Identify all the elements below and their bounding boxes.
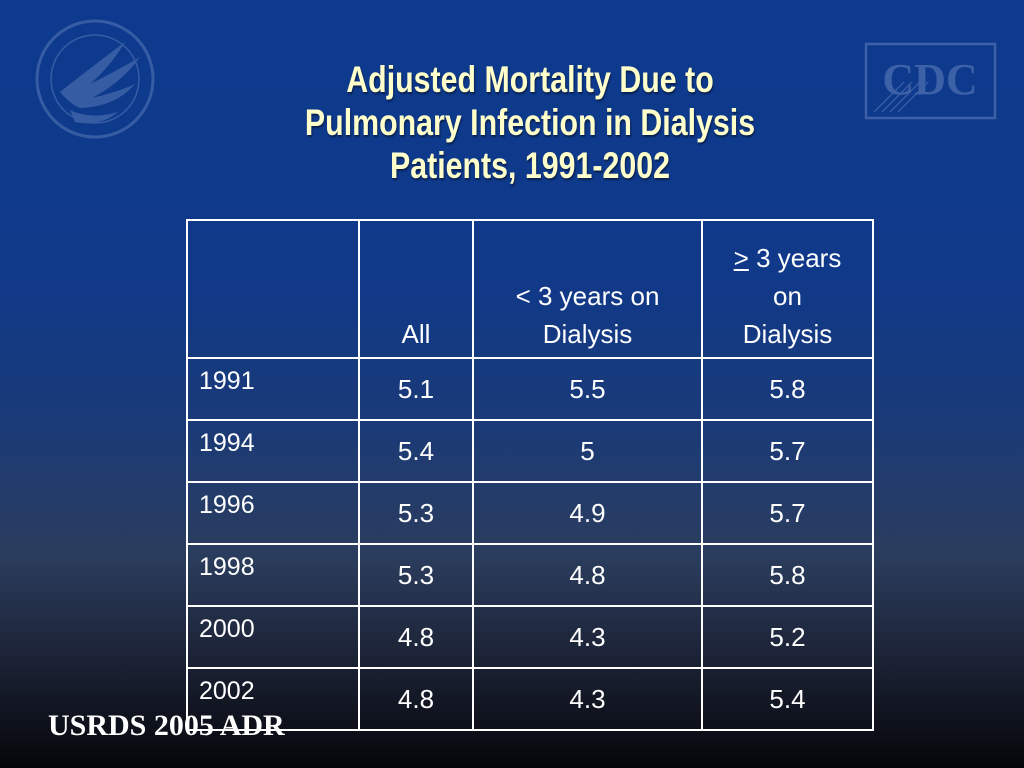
ge3-cell: 5.2 (701, 605, 874, 669)
table-row: 1996 5.3 4.9 5.7 (186, 481, 874, 545)
lt3-cell: 4.3 (472, 605, 703, 669)
all-cell: 5.3 (358, 543, 474, 607)
hhs-eagle-icon (35, 19, 155, 139)
year-cell: 2002 (186, 667, 360, 731)
year-cell: 1991 (186, 357, 360, 421)
source-citation: USRDS 2005 ADR (48, 709, 285, 742)
title-line-2: Pulmonary Infection in Dialysis (304, 102, 756, 143)
mortality-table: All < 3 years on Dialysis > 3 years on D… (186, 219, 874, 731)
ge3-cell: 5.7 (701, 419, 874, 483)
cdc-logo: CDC (864, 42, 997, 120)
year-cell: 2000 (186, 605, 360, 669)
svg-text:CDC: CDC (882, 55, 977, 104)
all-cell: 5.3 (358, 481, 474, 545)
table-header-row: All < 3 years on Dialysis > 3 years on D… (186, 219, 874, 359)
table-row: 2002 4.8 4.3 5.4 (186, 667, 874, 731)
lt3-cell: 5.5 (472, 357, 703, 421)
header-lt3-years: < 3 years on Dialysis (472, 219, 703, 359)
year-cell: 1996 (186, 481, 360, 545)
all-cell: 4.8 (358, 667, 474, 731)
header-blank (186, 219, 360, 359)
table-row: 1994 5.4 5 5.7 (186, 419, 874, 483)
lt3-cell: 4.9 (472, 481, 703, 545)
ge3-cell: 5.4 (701, 667, 874, 731)
lt3-cell: 4.8 (472, 543, 703, 607)
ge3-cell: 5.8 (701, 357, 874, 421)
all-cell: 4.8 (358, 605, 474, 669)
all-cell: 5.4 (358, 419, 474, 483)
year-cell: 1994 (186, 419, 360, 483)
year-cell: 1998 (186, 543, 360, 607)
table-row: 2000 4.8 4.3 5.2 (186, 605, 874, 669)
table-row: 1998 5.3 4.8 5.8 (186, 543, 874, 607)
lt3-cell: 4.3 (472, 667, 703, 731)
ge3-cell: 5.8 (701, 543, 874, 607)
lt3-cell: 5 (472, 419, 703, 483)
greater-equal-symbol: > (733, 243, 749, 273)
all-cell: 5.1 (358, 357, 474, 421)
ge3-cell: 5.7 (701, 481, 874, 545)
title-line-3: Patients, 1991-2002 (390, 145, 670, 186)
header-ge3-years: > 3 years on Dialysis (701, 219, 874, 359)
table-row: 1991 5.1 5.5 5.8 (186, 357, 874, 421)
title-line-1: Adjusted Mortality Due to (346, 59, 714, 100)
slide-title: Adjusted Mortality Due to Pulmonary Infe… (243, 58, 817, 187)
header-all: All (358, 219, 474, 359)
